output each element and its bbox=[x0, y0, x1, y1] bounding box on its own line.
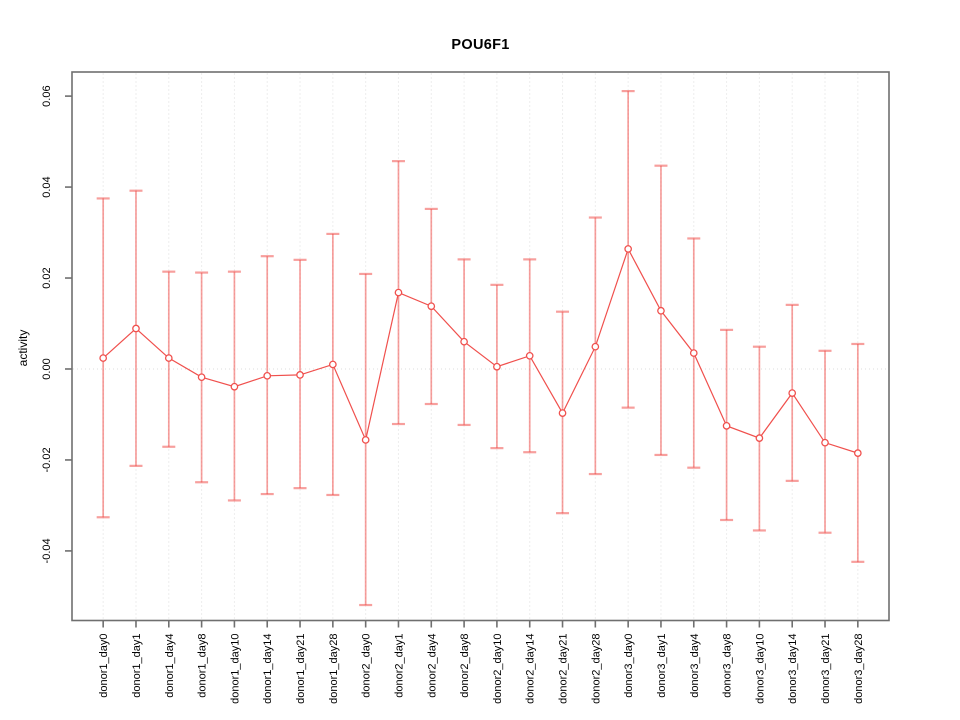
x-tick-label: donor1_day14 bbox=[262, 634, 274, 704]
x-tick-label: donor3_day10 bbox=[754, 634, 766, 704]
x-tick-label: donor1_day21 bbox=[295, 634, 307, 704]
data-point bbox=[427, 302, 436, 311]
plot-border bbox=[71, 71, 890, 622]
data-point bbox=[197, 373, 206, 382]
y-tick-label: 0.02 bbox=[41, 267, 53, 288]
data-point bbox=[99, 354, 108, 362]
x-tick-label: donor2_day4 bbox=[426, 634, 438, 698]
y-tick-label: -0.04 bbox=[41, 538, 53, 563]
y-tick-label: 0.04 bbox=[41, 176, 53, 197]
x-tick-label: donor3_day28 bbox=[853, 634, 865, 704]
data-point bbox=[493, 362, 501, 371]
x-tick-label: donor2_day1 bbox=[393, 634, 405, 698]
x-tick-label: donor3_day1 bbox=[656, 634, 668, 698]
data-point bbox=[853, 449, 862, 457]
data-point bbox=[755, 434, 764, 442]
x-tick-label: donor1_day10 bbox=[229, 634, 241, 704]
x-tick-label: donor2_day28 bbox=[590, 634, 602, 704]
data-point bbox=[624, 245, 633, 253]
y-tick-label: 0.00 bbox=[41, 358, 53, 379]
data-point bbox=[657, 306, 665, 315]
x-tick-label: donor3_day21 bbox=[820, 634, 832, 704]
x-tick-label: donor3_day8 bbox=[722, 634, 734, 698]
x-tick-label: donor2_day21 bbox=[558, 634, 570, 704]
y-tick-label: -0.02 bbox=[41, 447, 53, 472]
data-point bbox=[821, 438, 829, 447]
data-point bbox=[328, 360, 337, 369]
data-point bbox=[296, 371, 304, 379]
x-tick-label: donor2_day10 bbox=[492, 634, 504, 704]
data-point bbox=[591, 342, 600, 351]
x-tick-label: donor2_day8 bbox=[459, 634, 471, 698]
data-point bbox=[525, 351, 534, 360]
x-tick-label: donor2_day14 bbox=[525, 634, 537, 704]
chart-title: POU6F1 bbox=[451, 37, 510, 53]
x-tick-label: donor2_day0 bbox=[361, 634, 373, 698]
data-point bbox=[788, 389, 797, 397]
data-point bbox=[263, 371, 272, 380]
data-point bbox=[361, 436, 370, 444]
y-tick-label: 0.06 bbox=[41, 85, 53, 106]
data-point bbox=[132, 324, 140, 333]
x-tick-label: donor3_day14 bbox=[787, 634, 799, 704]
data-point bbox=[164, 354, 173, 362]
x-tick-label: donor3_day4 bbox=[689, 634, 701, 698]
x-tick-label: donor3_day0 bbox=[623, 634, 635, 698]
x-tick-label: donor1_day4 bbox=[164, 634, 176, 698]
x-tick-label: donor1_day1 bbox=[131, 634, 143, 698]
x-tick-label: donor1_day8 bbox=[197, 634, 209, 698]
series-line bbox=[102, 247, 859, 454]
x-tick-label: donor1_day0 bbox=[98, 634, 110, 698]
data-point bbox=[722, 421, 731, 430]
data-point bbox=[460, 337, 468, 346]
data-point bbox=[558, 409, 567, 417]
x-tick-label: donor1_day28 bbox=[328, 634, 340, 704]
data-point bbox=[689, 349, 698, 357]
data-point bbox=[230, 382, 239, 391]
data-point bbox=[394, 288, 403, 297]
